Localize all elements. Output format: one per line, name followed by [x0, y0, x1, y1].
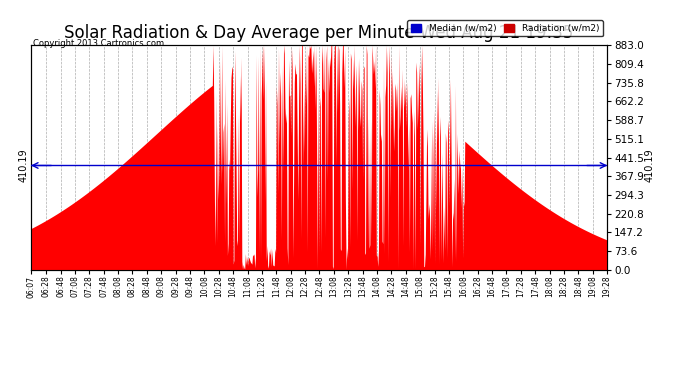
Text: 410.19: 410.19	[644, 148, 655, 182]
Legend: Median (w/m2), Radiation (w/m2): Median (w/m2), Radiation (w/m2)	[407, 20, 602, 36]
Text: 410.19: 410.19	[18, 148, 28, 182]
Text: Copyright 2013 Cartronics.com: Copyright 2013 Cartronics.com	[33, 39, 164, 48]
Title: Solar Radiation & Day Average per Minute Wed Aug 21 19:35: Solar Radiation & Day Average per Minute…	[64, 24, 574, 42]
